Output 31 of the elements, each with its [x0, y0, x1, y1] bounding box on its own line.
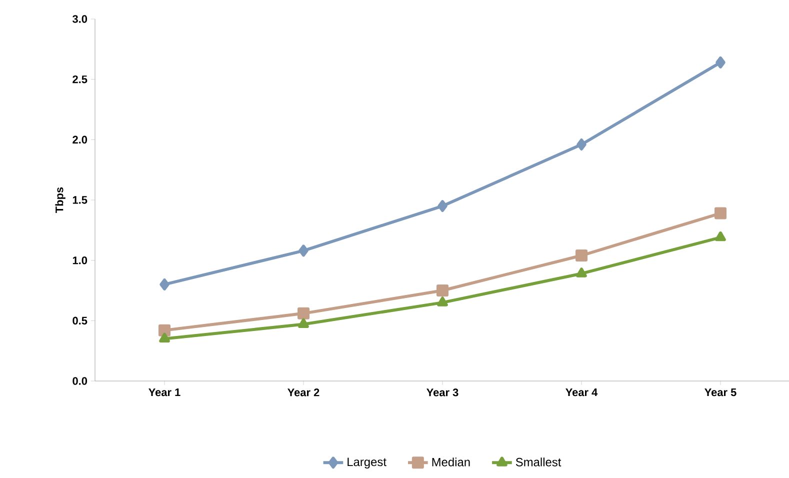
- y-tick-label: 2.0: [72, 136, 88, 144]
- point: [298, 244, 308, 257]
- y-tick-label: 0.0: [72, 377, 88, 385]
- legend-label: Smallest: [516, 458, 562, 466]
- x-tick-label: Year 3: [426, 388, 458, 396]
- y-tick-label: 2.5: [72, 75, 88, 84]
- y-axis-title: Tbps: [55, 187, 66, 213]
- point: [715, 231, 726, 242]
- y-tick-label: 3.0: [72, 15, 88, 23]
- point: [437, 296, 448, 306]
- point: [438, 200, 448, 212]
- point: [298, 318, 309, 328]
- x-tick-label: Year 2: [288, 388, 320, 396]
- point: [158, 324, 170, 336]
- point: [714, 207, 727, 220]
- legend-label: Median: [432, 458, 470, 466]
- point: [436, 284, 449, 296]
- x-tick-label: Year 5: [704, 388, 736, 396]
- point: [298, 307, 310, 320]
- point: [159, 332, 170, 343]
- point: [576, 268, 587, 278]
- point: [576, 138, 586, 150]
- y-tick-label: 1.0: [72, 256, 88, 264]
- y-tick-label: 1.5: [72, 196, 88, 204]
- y-tick-label: 0.5: [72, 316, 88, 325]
- point: [576, 250, 588, 262]
- x-tick-label: Year 4: [566, 388, 598, 396]
- x-tick-label: Year 1: [148, 388, 180, 396]
- point: [716, 56, 726, 68]
- legend-label: Largest: [348, 458, 386, 469]
- point: [160, 278, 170, 290]
